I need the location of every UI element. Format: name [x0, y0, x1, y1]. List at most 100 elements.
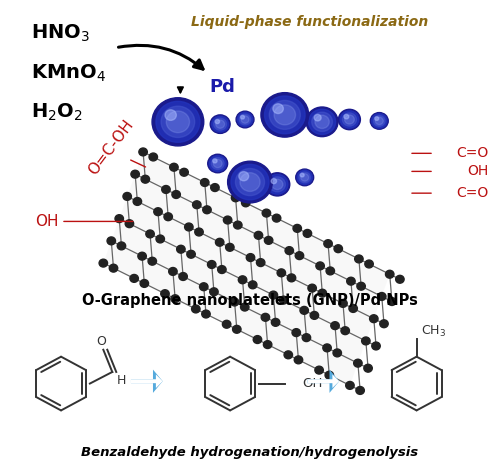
Circle shape — [338, 110, 360, 130]
Circle shape — [280, 296, 288, 304]
Circle shape — [215, 119, 220, 123]
Circle shape — [396, 275, 404, 283]
Circle shape — [346, 382, 354, 389]
Circle shape — [293, 225, 302, 233]
Circle shape — [315, 366, 324, 374]
Circle shape — [240, 173, 260, 192]
Circle shape — [238, 276, 247, 284]
Circle shape — [314, 115, 321, 121]
Circle shape — [192, 305, 200, 313]
Text: KMnO$_4$: KMnO$_4$ — [31, 62, 106, 84]
Circle shape — [285, 247, 294, 254]
Circle shape — [170, 163, 178, 171]
Circle shape — [208, 260, 216, 268]
Circle shape — [344, 115, 349, 119]
Circle shape — [212, 159, 217, 163]
Circle shape — [239, 114, 251, 125]
Circle shape — [216, 120, 224, 128]
Circle shape — [333, 349, 342, 357]
Circle shape — [310, 311, 318, 319]
Circle shape — [156, 235, 164, 243]
Text: H$_2$O$_2$: H$_2$O$_2$ — [31, 102, 83, 123]
Circle shape — [168, 267, 177, 275]
Circle shape — [165, 110, 176, 120]
Circle shape — [239, 171, 248, 181]
Circle shape — [272, 318, 280, 326]
Circle shape — [232, 194, 240, 202]
Circle shape — [261, 313, 270, 321]
Circle shape — [315, 115, 330, 129]
Circle shape — [140, 280, 148, 288]
Circle shape — [372, 342, 380, 350]
Circle shape — [312, 112, 332, 131]
Circle shape — [288, 274, 296, 282]
Circle shape — [149, 153, 158, 161]
Polygon shape — [104, 152, 390, 385]
Circle shape — [325, 371, 334, 379]
Circle shape — [326, 267, 334, 275]
Circle shape — [316, 262, 324, 270]
Circle shape — [261, 93, 308, 137]
Circle shape — [374, 116, 385, 126]
Circle shape — [192, 201, 201, 209]
Circle shape — [115, 215, 124, 223]
Circle shape — [297, 171, 312, 185]
Circle shape — [267, 175, 288, 194]
Text: O-Graphene nanoplatelets (GNP)/Pd NPs: O-Graphene nanoplatelets (GNP)/Pd NPs — [82, 293, 418, 308]
Circle shape — [164, 213, 172, 221]
Circle shape — [370, 113, 388, 129]
Circle shape — [339, 300, 347, 308]
Circle shape — [342, 113, 356, 126]
Circle shape — [200, 178, 209, 186]
Circle shape — [284, 351, 292, 359]
Circle shape — [200, 283, 208, 291]
Circle shape — [254, 232, 262, 239]
Circle shape — [241, 116, 249, 123]
Circle shape — [274, 105, 295, 125]
Text: O=C-OH: O=C-OH — [86, 117, 136, 178]
Circle shape — [209, 156, 226, 171]
Circle shape — [242, 199, 250, 207]
Circle shape — [133, 198, 141, 206]
Circle shape — [146, 230, 154, 238]
Circle shape — [218, 266, 226, 274]
Circle shape — [271, 178, 276, 184]
Circle shape — [303, 229, 312, 237]
Circle shape — [236, 169, 264, 196]
Circle shape — [212, 116, 228, 132]
Circle shape — [224, 216, 232, 224]
Circle shape — [130, 274, 138, 282]
Circle shape — [171, 295, 179, 302]
Circle shape — [299, 172, 310, 183]
Circle shape — [210, 184, 219, 192]
Circle shape — [264, 96, 305, 134]
Text: H: H — [116, 374, 126, 387]
Circle shape — [117, 242, 126, 250]
Circle shape — [214, 118, 226, 130]
Circle shape — [364, 364, 372, 372]
Circle shape — [222, 320, 231, 328]
Circle shape — [211, 158, 224, 170]
Circle shape — [231, 164, 269, 200]
Circle shape — [388, 298, 396, 305]
Circle shape — [248, 281, 257, 289]
Circle shape — [296, 169, 314, 186]
Circle shape — [246, 254, 254, 261]
Circle shape — [166, 111, 190, 133]
Circle shape — [272, 214, 281, 222]
Circle shape — [270, 101, 300, 130]
Circle shape — [318, 289, 326, 297]
Circle shape — [340, 111, 358, 128]
Circle shape — [152, 98, 204, 146]
Circle shape — [176, 245, 185, 253]
Circle shape — [295, 252, 304, 260]
Circle shape — [306, 107, 338, 137]
Circle shape — [110, 264, 118, 272]
Circle shape — [99, 259, 108, 267]
Circle shape — [187, 250, 196, 258]
Circle shape — [253, 336, 262, 343]
Text: HNO$_3$: HNO$_3$ — [31, 23, 90, 44]
Circle shape — [195, 228, 203, 236]
Circle shape — [230, 298, 239, 306]
Circle shape — [277, 269, 285, 277]
